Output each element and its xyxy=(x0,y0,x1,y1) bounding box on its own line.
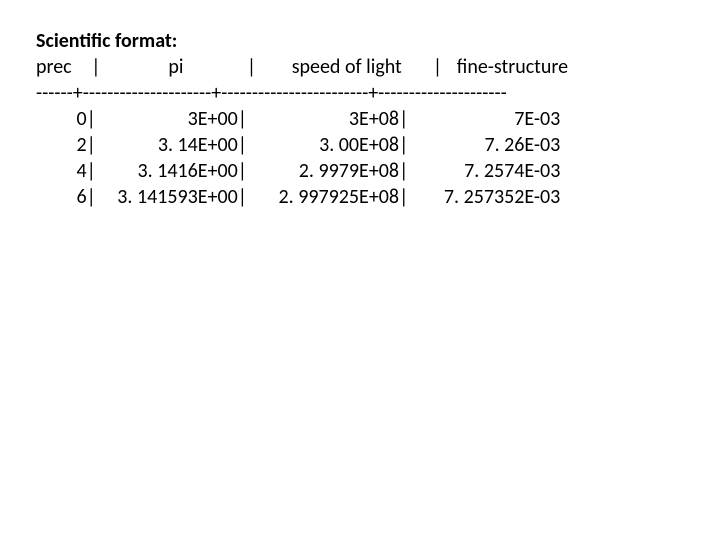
table-row: 6 | 3. 141593E+00 | 2. 997925E+08 | 7. 2… xyxy=(36,184,560,210)
cell-fine-structure: 7E-03 xyxy=(408,106,560,132)
cell-fine-structure: 7. 26E-03 xyxy=(408,132,560,158)
separator: | xyxy=(87,106,96,132)
cell-fine-structure: 7. 2574E-03 xyxy=(408,158,560,184)
cell-pi: 3. 141593E+00 xyxy=(96,184,238,210)
separator: | xyxy=(238,184,247,210)
header-fine-structure: fine-structure xyxy=(447,54,619,80)
separator: | xyxy=(87,158,96,184)
cell-prec: 0 xyxy=(36,106,87,132)
table-row: 0 | 3E+00 | 3E+08 | 7E-03 xyxy=(36,106,560,132)
title: Scientific format: xyxy=(36,28,720,54)
separator: | xyxy=(238,158,247,184)
header-speed-of-light: speed of light xyxy=(261,54,433,80)
cell-speed-of-light: 2. 997925E+08 xyxy=(247,184,399,210)
separator: | xyxy=(247,55,261,79)
cell-prec: 6 xyxy=(36,184,87,210)
cell-prec: 2 xyxy=(36,132,87,158)
cell-speed-of-light: 3. 00E+08 xyxy=(247,132,399,158)
separator: | xyxy=(399,184,408,210)
divider-line: ------+---------------------+-----------… xyxy=(36,80,720,106)
cell-speed-of-light: 2. 9979E+08 xyxy=(247,158,399,184)
separator: | xyxy=(238,106,247,132)
cell-pi: 3. 1416E+00 xyxy=(96,158,238,184)
table-row: 4 | 3. 1416E+00 | 2. 9979E+08 | 7. 2574E… xyxy=(36,158,560,184)
data-table: 0 | 3E+00 | 3E+08 | 7E-03 2 | 3. 14E+00 … xyxy=(36,106,560,210)
header-prec: prec xyxy=(36,54,87,80)
separator: | xyxy=(87,184,96,210)
header-row: prec | pi| speed of light| fine-structur… xyxy=(36,54,720,80)
separator: | xyxy=(399,132,408,158)
separator: | xyxy=(399,158,408,184)
separator: | xyxy=(399,106,408,132)
separator: | xyxy=(433,55,447,79)
table-row: 2 | 3. 14E+00 | 3. 00E+08 | 7. 26E-03 xyxy=(36,132,560,158)
cell-fine-structure: 7. 257352E-03 xyxy=(408,184,560,210)
separator: | xyxy=(87,55,105,79)
cell-prec: 4 xyxy=(36,158,87,184)
header-pi: pi xyxy=(105,54,247,80)
page: Scientific format: prec | pi| speed of l… xyxy=(0,0,720,210)
cell-pi: 3E+00 xyxy=(96,106,238,132)
cell-speed-of-light: 3E+08 xyxy=(247,106,399,132)
separator: | xyxy=(238,132,247,158)
cell-pi: 3. 14E+00 xyxy=(96,132,238,158)
separator: | xyxy=(87,132,96,158)
